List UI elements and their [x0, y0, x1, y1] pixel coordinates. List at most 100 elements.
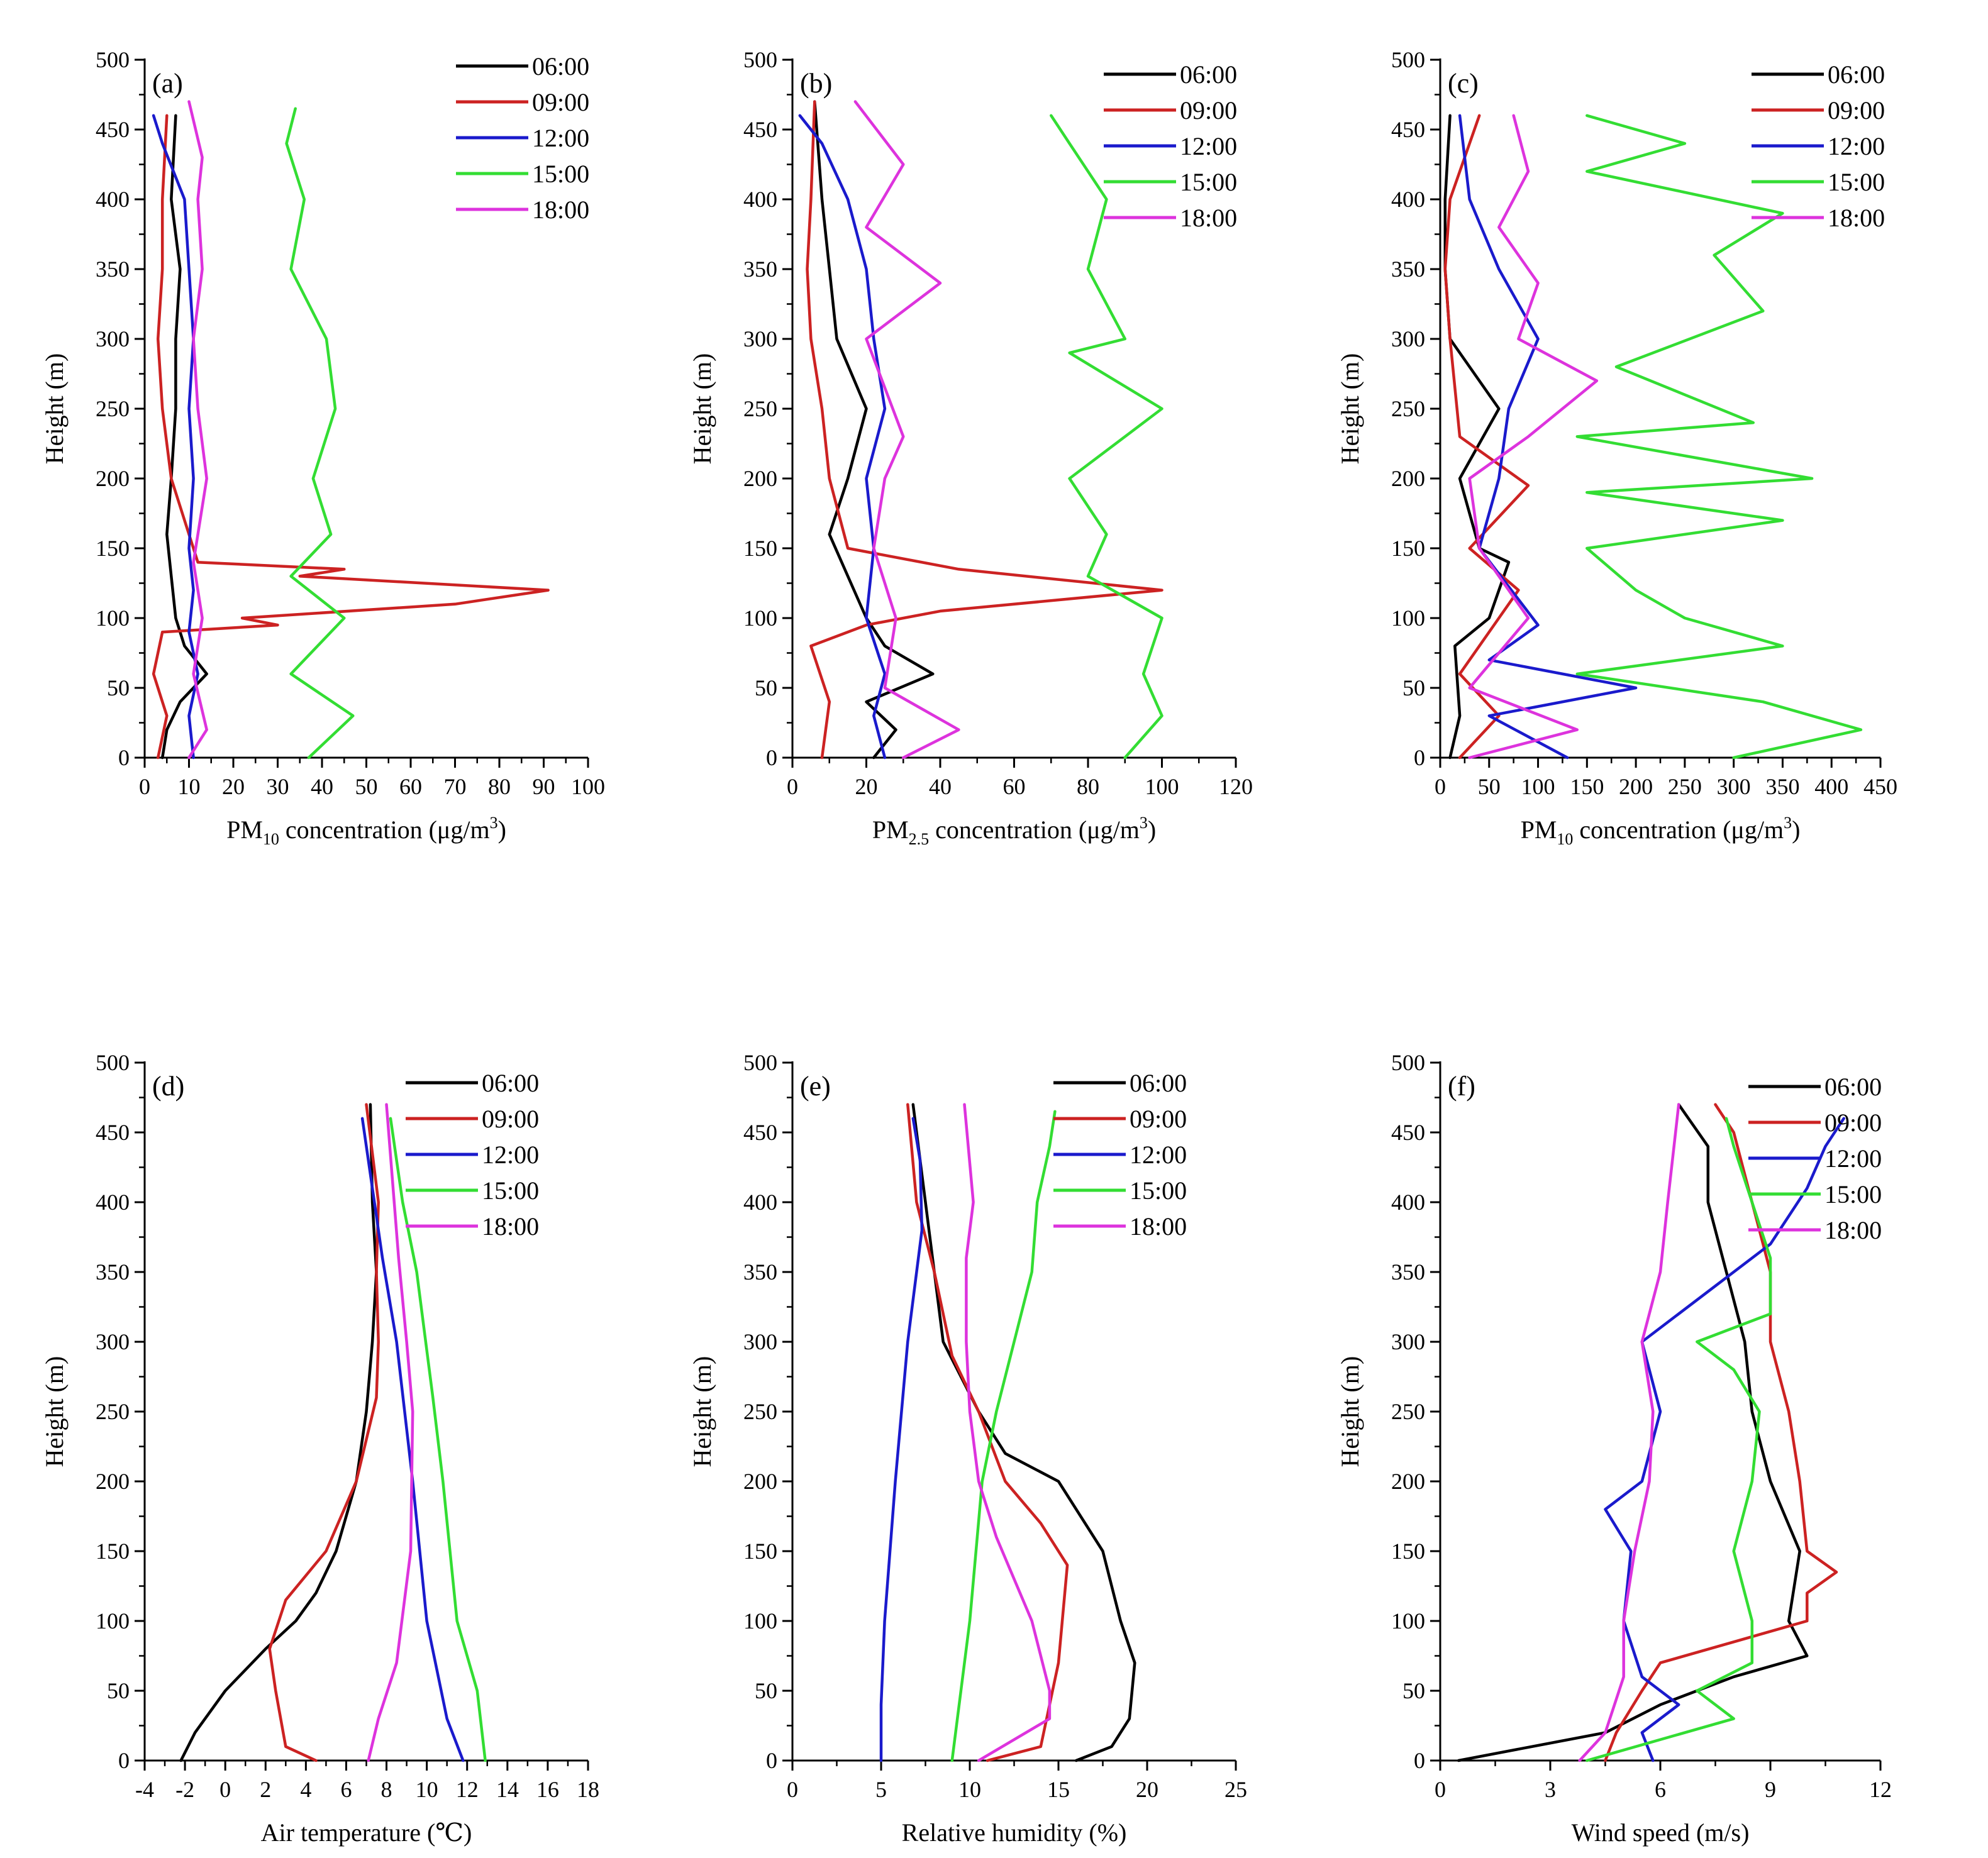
y-tick-label: 300 [743, 326, 777, 351]
legend-label: 18:00 [1180, 204, 1237, 232]
legend-label: 12:00 [1824, 1144, 1882, 1173]
x-tick-label: 60 [399, 774, 422, 799]
legend-label: 18:00 [532, 196, 589, 224]
x-tick-label: 14 [496, 1777, 519, 1802]
y-axis-label: Height (m) [1336, 1356, 1364, 1468]
x-tick-label: 16 [536, 1777, 559, 1802]
legend-label: 15:00 [532, 160, 589, 188]
y-tick-label: 350 [743, 257, 777, 282]
legend-label: 18:00 [482, 1212, 539, 1241]
x-tick-label: 0 [787, 774, 798, 799]
y-tick-label: 300 [96, 326, 130, 351]
y-tick-label: 100 [96, 606, 130, 631]
y-tick-label: 150 [743, 1539, 777, 1564]
x-tick-label: 10 [958, 1777, 981, 1802]
legend-label: 15:00 [1828, 168, 1885, 196]
x-tick-label: 9 [1765, 1777, 1776, 1802]
y-tick-label: 50 [755, 1678, 777, 1703]
series-line-1500 [1050, 114, 1163, 760]
y-tick-label: 50 [107, 1678, 130, 1703]
series-line-1800 [367, 1103, 414, 1762]
x-tick-label: -4 [135, 1777, 154, 1802]
y-tick-label: 150 [743, 536, 777, 561]
x-tick-label: 100 [571, 774, 605, 799]
series-line-0900 [906, 1103, 1069, 1762]
legend-label: 15:00 [1130, 1176, 1187, 1205]
y-tick-label: 250 [743, 1399, 777, 1424]
series-line-1200 [879, 1117, 924, 1762]
legend-label: 18:00 [1824, 1216, 1882, 1244]
legend-label: 18:00 [1130, 1212, 1187, 1241]
series-line-1800 [853, 100, 960, 760]
chart-panel-5: 0 50 100 150 200 250 300 350 400 450 500 0 5 10 15 20 25… [688, 1050, 1247, 1847]
series-line-0900 [1443, 114, 1530, 760]
x-tick-label: 0 [1435, 774, 1446, 799]
y-tick-label: 300 [96, 1329, 130, 1354]
x-tick-label: 40 [311, 774, 333, 799]
y-tick-label: 200 [743, 466, 777, 491]
x-tick-label: 12 [1869, 1777, 1892, 1802]
y-tick-label: 50 [1402, 675, 1425, 700]
x-tick-label: 120 [1219, 774, 1253, 799]
y-tick-label: 0 [118, 1748, 130, 1773]
legend-label: 06:00 [1828, 60, 1885, 89]
panel-label: (e) [800, 1071, 831, 1102]
series-line-1200 [1604, 1117, 1845, 1762]
legend-label: 18:00 [1828, 204, 1885, 232]
y-tick-label: 450 [96, 117, 130, 142]
series-line-1200 [360, 1117, 465, 1762]
series-line-0900 [268, 1103, 380, 1762]
y-axis-label: Height (m) [40, 1356, 69, 1468]
x-tick-label: 200 [1619, 774, 1653, 799]
legend-label: 12:00 [1130, 1141, 1187, 1169]
x-axis-label: Wind speed (m/s) [1572, 1818, 1750, 1847]
panel-label: (f) [1448, 1071, 1475, 1102]
x-tick-label: 12 [456, 1777, 479, 1802]
y-tick-label: 200 [1391, 466, 1425, 491]
y-tick-label: 0 [118, 745, 130, 770]
x-tick-label: 2 [260, 1777, 271, 1802]
y-tick-label: 50 [107, 675, 130, 700]
legend-label: 06:00 [482, 1069, 539, 1097]
x-tick-label: 90 [533, 774, 555, 799]
x-tick-label: 10 [416, 1777, 438, 1802]
y-tick-label: 200 [96, 1469, 130, 1494]
y-tick-label: 150 [1391, 1539, 1425, 1564]
x-tick-label: 50 [1478, 774, 1501, 799]
y-tick-label: 100 [1391, 606, 1425, 631]
y-tick-label: 500 [96, 1050, 130, 1075]
series-line-1800 [187, 100, 208, 760]
x-tick-label: 30 [267, 774, 289, 799]
y-tick-label: 0 [766, 1748, 777, 1773]
x-tick-label: 15 [1047, 1777, 1070, 1802]
y-tick-label: 100 [96, 1608, 130, 1634]
x-axis-label: PM10 concentration (μg/m3) [226, 814, 506, 848]
y-tick-label: 400 [743, 187, 777, 212]
y-tick-label: 400 [1391, 187, 1425, 212]
y-tick-label: 400 [743, 1190, 777, 1215]
chart-panel-2: 0 50 100 150 200 250 300 350 400 450 500 0 20 40 60 80 1… [688, 47, 1253, 848]
y-axis-label: Height (m) [40, 353, 69, 465]
y-tick-label: 500 [1391, 1050, 1425, 1075]
y-tick-label: 150 [1391, 536, 1425, 561]
chart-panel-1: 0 50 100 150 200 250 300 350 400 450 500 0 10 20 30 40 5… [40, 47, 605, 848]
legend-label: 09:00 [1130, 1105, 1187, 1133]
x-axis-label: Relative humidity (%) [902, 1818, 1127, 1847]
legend-label: 09:00 [482, 1105, 539, 1133]
y-tick-label: 0 [1414, 745, 1425, 770]
y-tick-label: 350 [96, 1259, 130, 1285]
x-tick-label: 450 [1863, 774, 1897, 799]
chart-panel-6: 0 50 100 150 200 250 300 350 400 450 500 0 3 6 9 12 Heig… [1336, 1050, 1892, 1847]
y-tick-label: 450 [1391, 1120, 1425, 1145]
y-tick-label: 450 [743, 1120, 777, 1145]
x-tick-label: 50 [355, 774, 378, 799]
series-line-0600 [160, 114, 208, 760]
x-tick-label: 80 [488, 774, 511, 799]
y-tick-label: 250 [1391, 1399, 1425, 1424]
x-tick-label: 100 [1521, 774, 1555, 799]
y-tick-label: 450 [96, 1120, 130, 1145]
x-tick-label: 3 [1545, 1777, 1556, 1802]
x-tick-label: 40 [929, 774, 952, 799]
